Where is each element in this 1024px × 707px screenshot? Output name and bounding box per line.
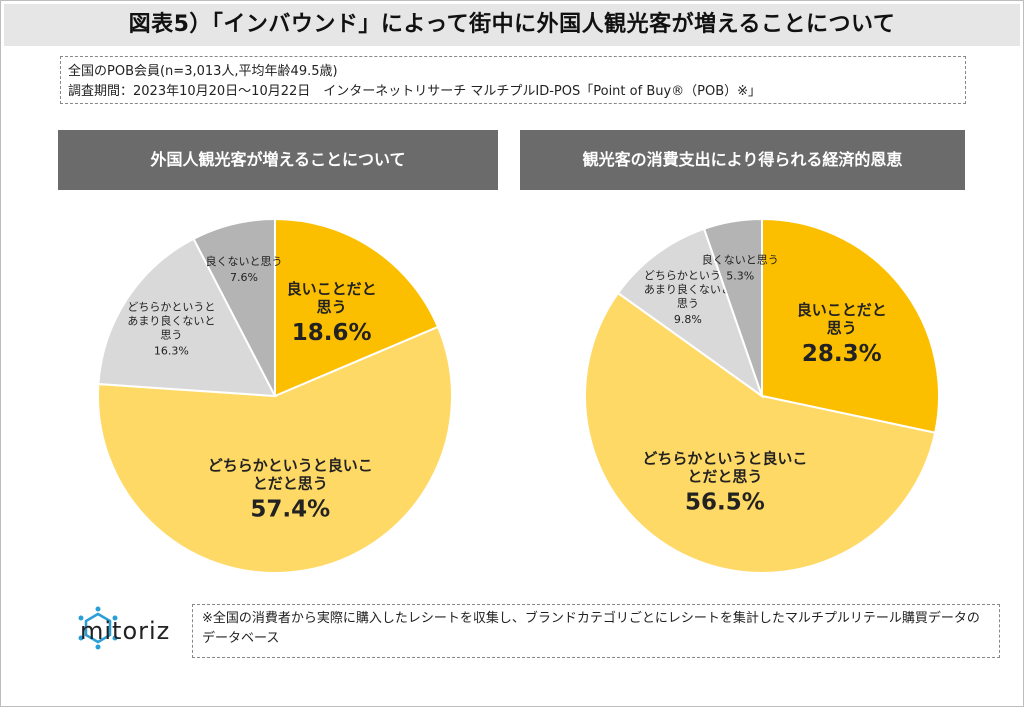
page-title: 図表5）「インバウンド」によって街中に外国人観光客が増えることについて [128,12,896,37]
chart-1-title: 外国人観光客が増えることについて [58,130,498,190]
chart-2-slice-good [761,217,940,434]
chart-1-value-somewhat-bad: 16.3% [154,345,189,358]
chart-1-slice-good [274,217,440,398]
chart-2-label-somewhat-bad-line-2: あまり良くないと [644,282,732,296]
chart-1-label-somewhat-bad-line-1: どちらかというと [127,301,215,314]
chart-1-value-somewhat-good: 57.4% [250,496,330,522]
chart-1-slice-somewhat-good [97,325,453,574]
chart-2-title: 観光客の消費支出により得られる経済的恩恵 [520,130,965,190]
chart-2-label-somewhat-good-line-2: とだと思う [687,468,762,486]
chart-2-slice-somewhat-bad [616,227,764,399]
chart-2-slice-somewhat-good [584,291,937,574]
chart-2-label-somewhat-bad-line-1: どちらかというと [644,269,732,282]
chart-2-label-bad-line-1: 良くないと思う [702,252,779,266]
chart-2-value-somewhat-bad: 9.8% [674,313,702,326]
title-band [4,4,1020,46]
chart-1-label-good-line-1: 良いことだと [287,280,377,298]
survey-sample-text: 全国のPOB会員(n=3,013人,平均年齢49.5歳) [68,64,338,79]
chart-2-value-good: 28.3% [802,341,882,367]
chart-2-label-good-line-2: 思う [827,319,857,337]
footnote-box [192,604,1000,658]
survey-period-text: 調査期間：2023年10月20日～10月22日 インターネットリサーチ マルチプ… [68,84,762,99]
chart-2-label-good-line-1: 良いことだと [797,301,887,319]
chart-1-label-somewhat-good-line-1: どちらかというと良いこ [208,456,373,474]
footnote-text: ※全国の消費者から実際に購入したレシートを収集し、ブランドカテゴリごとにレシート… [202,611,980,646]
survey-info-box [60,56,966,104]
chart-2-value-somewhat-good: 56.5% [685,490,765,516]
chart-1-label-somewhat-good-line-2: とだと思う [253,474,328,492]
chart-1-label-somewhat-bad-line-2: あまり良くないと [127,314,215,328]
chart-2-label-somewhat-good-line-1: どちらかというと良いこ [642,450,807,468]
chart-1-slice-somewhat-bad [97,237,277,398]
chart-1-value-bad: 7.6% [230,271,258,284]
chart-1-label-bad-line-1: 良くないと思う [205,254,282,268]
mitoriz-logo-icon [78,606,118,650]
chart-2-label-somewhat-bad-line-3: 思う [677,297,699,310]
chart-1-label-somewhat-bad-line-3: 思う [160,329,182,342]
chart-1-value-good: 18.6% [292,320,372,346]
chart-1-slice-bad [192,217,276,397]
logo-wordmark: mitoriz [80,617,171,645]
chart-1-label-good-line-2: 思う [317,298,347,316]
chart-2-slice-bad [702,217,763,397]
chart-2-value-bad: 5.3% [726,269,754,282]
